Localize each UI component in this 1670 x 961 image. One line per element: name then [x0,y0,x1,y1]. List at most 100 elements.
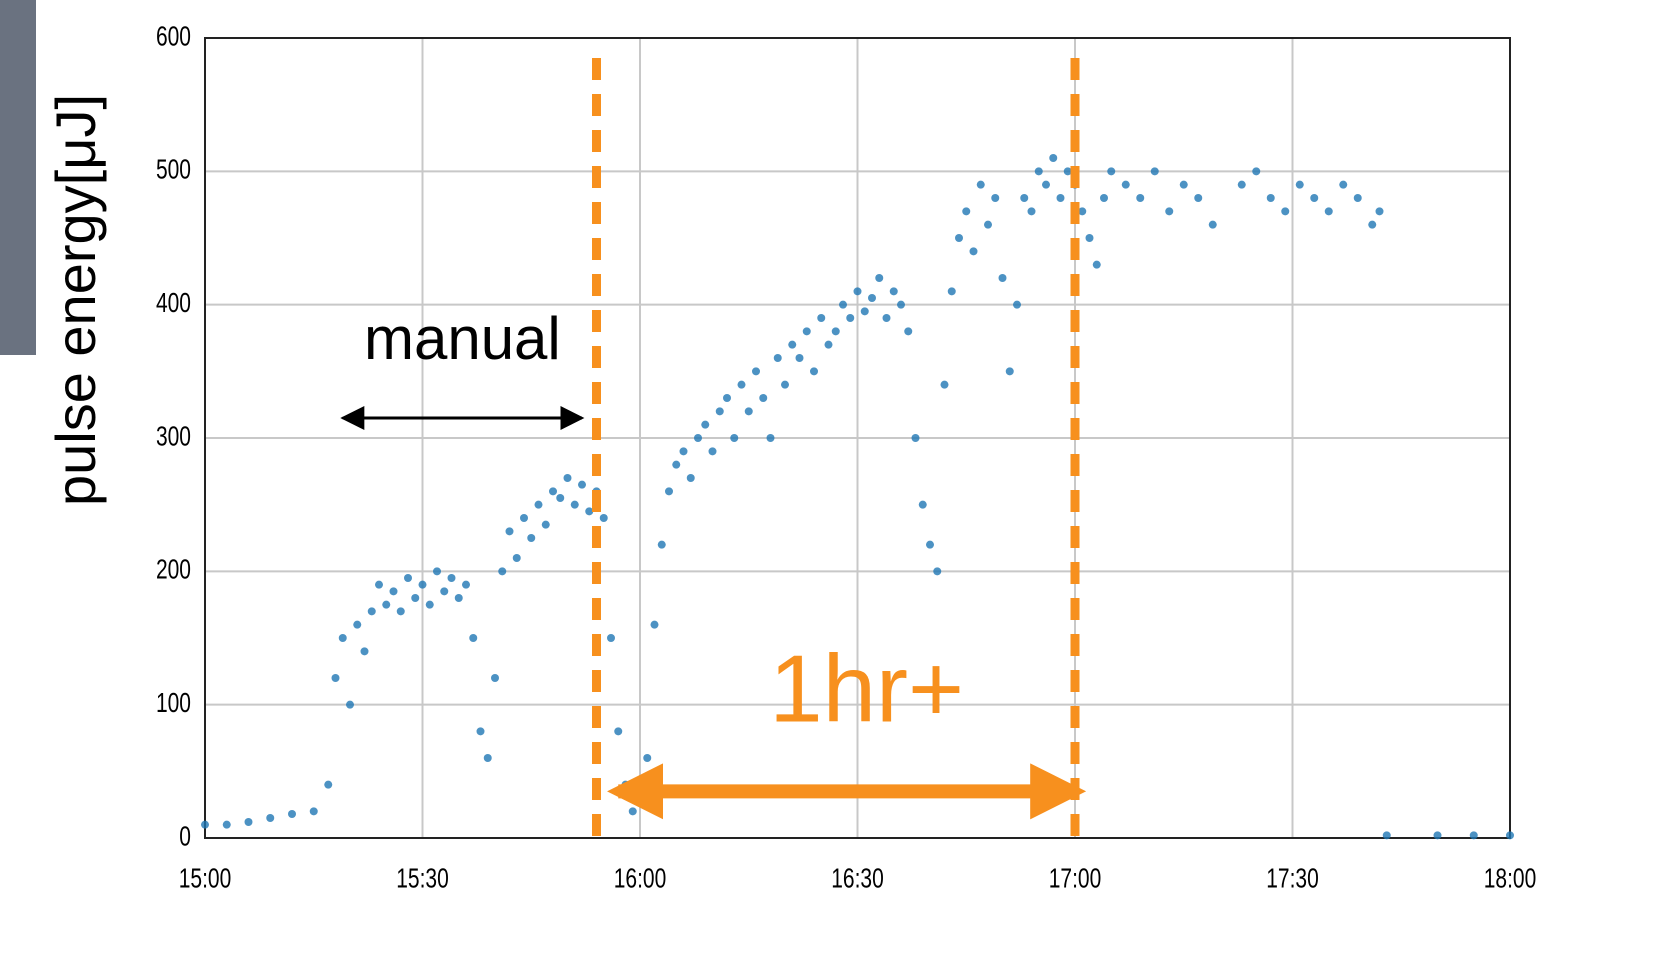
data-point [831,327,840,336]
data-point [766,434,775,442]
data-point [1042,180,1050,189]
data-point [875,274,884,282]
data-point [628,807,637,816]
data-point [469,634,478,642]
y-axis-label: pulse energy[μJ] [44,94,107,506]
data-point [817,314,826,322]
data-point [672,460,681,469]
data-point [433,567,441,576]
data-point [984,220,992,229]
data-point [1353,194,1362,202]
x-tick-label: 17:30 [1266,864,1319,895]
data-point [759,394,768,402]
data-point [505,527,514,536]
data-point [882,314,891,322]
data-point [288,810,296,818]
data-point [585,507,594,516]
y-tick-label: 200 [156,555,191,586]
data-point [1034,167,1043,176]
data-point [904,327,913,336]
data-point [926,540,934,549]
data-point [868,294,876,302]
data-point [389,587,398,596]
y-tick-label: 400 [156,288,191,319]
y-tick-label: 600 [156,22,191,53]
data-point [1237,180,1246,189]
data-point [462,580,470,589]
data-point [839,300,847,309]
data-point [1165,207,1174,216]
data-point [375,580,383,589]
data-point [824,340,833,349]
data-point [440,587,449,596]
y-tick-label: 500 [156,155,191,186]
data-point [520,514,528,522]
data-point [1107,167,1116,176]
data-point [889,287,898,296]
data-point [266,814,275,822]
data-point [1063,167,1072,176]
data-point [382,600,391,609]
data-point [1295,180,1304,189]
data-point [1368,220,1377,229]
data-point [570,500,579,509]
data-point [331,674,340,682]
data-point [447,574,456,582]
data-point [599,514,608,522]
data-point [686,474,695,482]
data-point [309,807,318,816]
data-point [483,754,492,762]
data-point [607,634,615,642]
data-point [244,818,253,826]
data-point [947,287,956,296]
data-point [1194,194,1203,202]
data-point [491,674,499,682]
data-point [541,520,550,529]
annotation-label: manual [364,305,561,372]
data-point [563,474,572,482]
data-point [911,434,920,442]
data-point [1433,831,1442,840]
data-point [701,420,710,429]
data-point [1100,194,1108,202]
data-point [998,274,1007,282]
data-point [324,780,333,789]
data-point [556,494,565,502]
data-point [527,534,536,542]
x-tick-label: 17:00 [1049,864,1102,895]
data-point [665,487,673,496]
data-point [1382,831,1391,840]
annotation-label: 1hr+ [769,636,964,743]
data-point [338,634,347,642]
data-point [1027,207,1036,216]
data-point [810,367,818,376]
data-point [650,620,659,629]
data-point [1078,207,1087,216]
x-tick-label: 15:00 [179,864,232,895]
data-point [730,434,739,442]
data-point [454,594,463,602]
x-tick-label: 18:00 [1484,864,1537,895]
data-point [1085,234,1094,242]
x-tick-label: 16:00 [614,864,667,895]
data-point [940,380,949,389]
data-point [1469,831,1478,840]
data-point [715,407,724,416]
data-point [360,647,369,656]
data-point [969,247,978,256]
data-point [1136,194,1145,202]
data-point [367,607,376,616]
data-point [657,540,666,549]
data-point [1020,194,1029,202]
data-point [897,300,905,309]
data-point [643,754,652,762]
data-point [795,354,804,362]
data-point [1375,207,1384,216]
data-point [534,500,543,509]
data-point [1013,300,1021,309]
data-point [346,700,354,709]
data-point [744,407,753,416]
data-point [1252,167,1261,176]
data-point [694,434,702,442]
